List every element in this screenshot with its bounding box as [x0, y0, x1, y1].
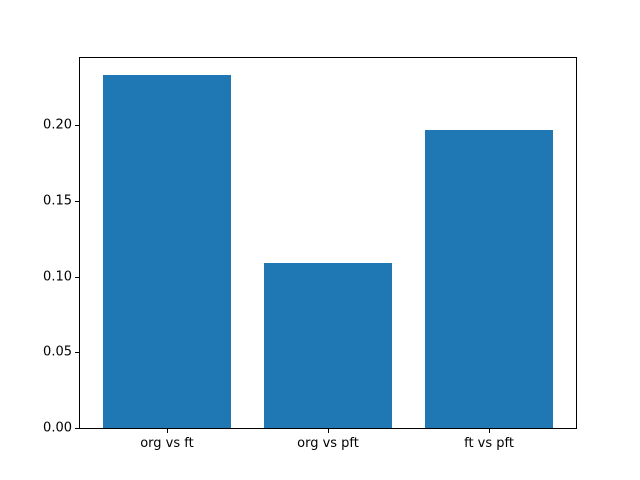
bar-org-vs-ft: [102, 75, 232, 428]
x-tick-label: ft vs pft: [464, 436, 514, 451]
y-tick-label: 0.00: [43, 420, 72, 436]
x-tick-label: org vs pft: [297, 436, 359, 451]
bar-org-vs-pft: [263, 262, 393, 428]
plot-area: [79, 57, 577, 429]
y-tick-label: 0.20: [43, 117, 72, 133]
y-tick-label: 0.10: [43, 269, 72, 285]
y-tick-label: 0.15: [43, 193, 72, 209]
x-tick-label: org vs ft: [140, 436, 194, 451]
y-tick-label: 0.05: [43, 344, 72, 360]
bar-ft-vs-pft: [424, 129, 554, 428]
